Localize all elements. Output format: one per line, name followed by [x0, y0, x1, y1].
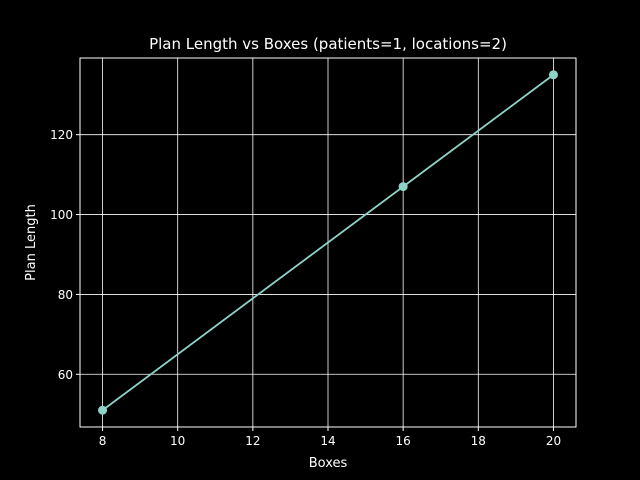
y-tick-label: 60 [58, 368, 73, 382]
x-tick-label: 10 [170, 434, 185, 448]
x-tick-label: 18 [471, 434, 486, 448]
chart-title: Plan Length vs Boxes (patients=1, locati… [149, 35, 507, 53]
x-tick-label: 8 [99, 434, 107, 448]
x-tick-label: 12 [245, 434, 260, 448]
x-axis-label: Boxes [309, 456, 348, 471]
x-tick-label: 16 [396, 434, 411, 448]
x-tick-label: 20 [546, 434, 561, 448]
y-tick-label: 100 [50, 208, 73, 222]
y-tick-label: 80 [58, 288, 73, 302]
grid [80, 58, 576, 427]
data-point [548, 70, 558, 80]
y-axis-label: Plan Length [24, 204, 39, 281]
y-axis-ticks: 60 80 100 120 [50, 128, 80, 382]
x-axis-ticks: 8 10 12 14 16 18 20 [99, 427, 561, 448]
data-point [398, 182, 408, 192]
x-tick-label: 14 [320, 434, 335, 448]
series-layer [98, 70, 558, 415]
data-point [98, 405, 108, 415]
y-tick-label: 120 [50, 128, 73, 142]
